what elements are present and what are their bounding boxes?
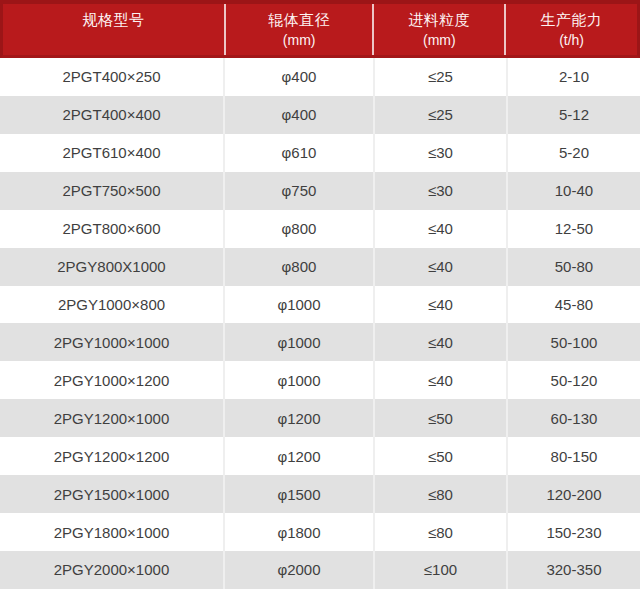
- cell-roller-diameter: φ1500: [223, 475, 373, 513]
- header-label: 生产能力: [541, 9, 603, 30]
- cell-feed-size: ≤50: [373, 399, 506, 437]
- cell-roller-diameter: φ400: [223, 96, 373, 134]
- cell-capacity: 120-200: [506, 475, 640, 513]
- cell-feed-size: ≤40: [373, 361, 506, 399]
- table-row: 2PGY1000×800 φ1000 ≤40 45-80: [0, 286, 640, 324]
- cell-feed-size: ≤80: [373, 475, 506, 513]
- cell-capacity: 5-12: [506, 96, 640, 134]
- cell-model: 2PGY1500×1000: [0, 475, 223, 513]
- cell-roller-diameter: φ1800: [223, 513, 373, 551]
- cell-model: 2PGT400×250: [0, 58, 223, 96]
- cell-model: 2PGY1800×1000: [0, 513, 223, 551]
- table-row: 2PGY800X1000 φ800 ≤40 50-80: [0, 248, 640, 286]
- cell-feed-size: ≤50: [373, 437, 506, 475]
- cell-feed-size: ≤40: [373, 286, 506, 324]
- cell-roller-diameter: φ750: [223, 172, 373, 210]
- cell-feed-size: ≤100: [373, 551, 506, 589]
- cell-capacity: 2-10: [506, 58, 640, 96]
- table-header-row: 规格型号 辊体直径 (mm) 进料粒度 (mm) 生产能力 (t/h): [0, 0, 640, 58]
- cell-capacity: 50-80: [506, 248, 640, 286]
- cell-feed-size: ≤40: [373, 323, 506, 361]
- cell-roller-diameter: φ1000: [223, 323, 373, 361]
- cell-roller-diameter: φ1000: [223, 286, 373, 324]
- cell-capacity: 60-130: [506, 399, 640, 437]
- cell-model: 2PGY1000×1200: [0, 361, 223, 399]
- cell-capacity: 5-20: [506, 134, 640, 172]
- cell-roller-diameter: φ1000: [223, 361, 373, 399]
- cell-feed-size: ≤40: [373, 210, 506, 248]
- cell-roller-diameter: φ800: [223, 248, 373, 286]
- cell-model: 2PGT800×600: [0, 210, 223, 248]
- spec-table: 规格型号 辊体直径 (mm) 进料粒度 (mm) 生产能力 (t/h) 2PGT…: [0, 0, 640, 589]
- cell-roller-diameter: φ1200: [223, 437, 373, 475]
- cell-capacity: 50-120: [506, 361, 640, 399]
- cell-capacity: 80-150: [506, 437, 640, 475]
- header-cell-model: 规格型号: [3, 4, 224, 55]
- table-row: 2PGT610×400 φ610 ≤30 5-20: [0, 134, 640, 172]
- cell-model: 2PGY1200×1000: [0, 399, 223, 437]
- cell-roller-diameter: φ400: [223, 58, 373, 96]
- cell-model: 2PGY1200×1200: [0, 437, 223, 475]
- cell-feed-size: ≤25: [373, 96, 506, 134]
- cell-capacity: 12-50: [506, 210, 640, 248]
- table-body: 2PGT400×250 φ400 ≤25 2-10 2PGT400×400 φ4…: [0, 58, 640, 589]
- cell-model: 2PGT610×400: [0, 134, 223, 172]
- header-unit: (mm): [283, 30, 316, 51]
- header-cell-capacity: 生产能力 (t/h): [504, 4, 637, 55]
- cell-capacity: 45-80: [506, 286, 640, 324]
- cell-capacity: 150-230: [506, 513, 640, 551]
- cell-feed-size: ≤30: [373, 134, 506, 172]
- header-unit: (t/h): [559, 30, 584, 51]
- header-unit: (mm): [423, 30, 456, 51]
- cell-model: 2PGT400×400: [0, 96, 223, 134]
- table-row: 2PGT800×600 φ800 ≤40 12-50: [0, 210, 640, 248]
- table-row: 2PGY2000×1000 φ2000 ≤100 320-350: [0, 551, 640, 589]
- table-row: 2PGY1500×1000 φ1500 ≤80 120-200: [0, 475, 640, 513]
- header-label: 规格型号: [82, 9, 144, 30]
- cell-feed-size: ≤25: [373, 58, 506, 96]
- cell-capacity: 320-350: [506, 551, 640, 589]
- cell-capacity: 10-40: [506, 172, 640, 210]
- cell-roller-diameter: φ800: [223, 210, 373, 248]
- table-row: 2PGY1200×1000 φ1200 ≤50 60-130: [0, 399, 640, 437]
- cell-feed-size: ≤80: [373, 513, 506, 551]
- table-row: 2PGY1000×1000 φ1000 ≤40 50-100: [0, 323, 640, 361]
- table-row: 2PGY1800×1000 φ1800 ≤80 150-230: [0, 513, 640, 551]
- table-row: 2PGY1000×1200 φ1000 ≤40 50-120: [0, 361, 640, 399]
- cell-model: 2PGY1000×1000: [0, 323, 223, 361]
- cell-roller-diameter: φ1200: [223, 399, 373, 437]
- cell-capacity: 50-100: [506, 323, 640, 361]
- cell-roller-diameter: φ2000: [223, 551, 373, 589]
- header-cell-feed-size: 进料粒度 (mm): [372, 4, 504, 55]
- table-row: 2PGT400×400 φ400 ≤25 5-12: [0, 96, 640, 134]
- header-label: 进料粒度: [408, 9, 470, 30]
- table-row: 2PGT400×250 φ400 ≤25 2-10: [0, 58, 640, 96]
- header-cell-roller-diameter: 辊体直径 (mm): [224, 4, 373, 55]
- page: 规格型号 辊体直径 (mm) 进料粒度 (mm) 生产能力 (t/h) 2PGT…: [0, 0, 640, 589]
- table-row: 2PGT750×500 φ750 ≤30 10-40: [0, 172, 640, 210]
- table-row: 2PGY1200×1200 φ1200 ≤50 80-150: [0, 437, 640, 475]
- cell-model: 2PGY2000×1000: [0, 551, 223, 589]
- cell-feed-size: ≤30: [373, 172, 506, 210]
- cell-roller-diameter: φ610: [223, 134, 373, 172]
- cell-model: 2PGY1000×800: [0, 286, 223, 324]
- cell-model: 2PGY800X1000: [0, 248, 223, 286]
- cell-model: 2PGT750×500: [0, 172, 223, 210]
- cell-feed-size: ≤40: [373, 248, 506, 286]
- header-label: 辊体直径: [268, 9, 330, 30]
